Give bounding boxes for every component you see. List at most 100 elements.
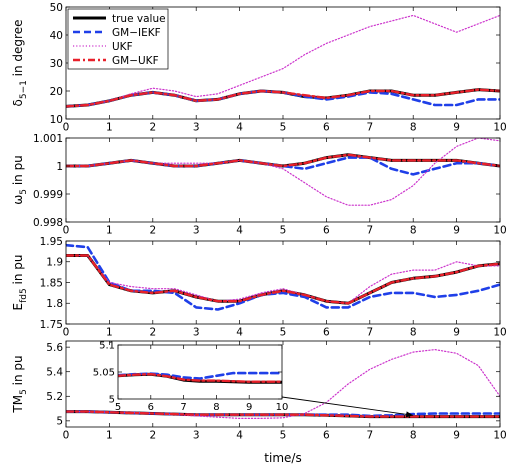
x-tick-label: 6 [323, 327, 330, 339]
x-tick-label: 3 [193, 225, 200, 237]
x-axis-label: time/s [264, 451, 301, 465]
inset-x-tick-label: 7 [180, 402, 186, 413]
x-tick-label: 10 [493, 430, 506, 442]
y-tick-label: 10 [50, 114, 63, 126]
x-tick-label: 3 [193, 327, 200, 339]
x-tick-label: 4 [236, 225, 243, 237]
series-line-ukf [66, 254, 500, 304]
inset-x-tick-label: 10 [276, 402, 289, 413]
x-tick-label: 1 [106, 430, 113, 442]
y-axis-label-main: ω [11, 195, 25, 205]
x-tick-label: 2 [149, 122, 156, 134]
inset-x-tick-label: 6 [148, 402, 154, 413]
inset-y-tick-label: 5.1 [99, 341, 115, 352]
y-axis-label-unit: in pu [11, 255, 25, 289]
y-tick-label: 30 [50, 58, 63, 70]
x-tick-label: 6 [323, 225, 330, 237]
x-tick-label: 5 [280, 225, 287, 237]
x-tick-label: 3 [193, 430, 200, 442]
y-tick-label: 0.999 [33, 189, 63, 201]
y-tick-label: 20 [50, 86, 63, 98]
x-tick-label: 10 [493, 122, 506, 134]
series-group [66, 138, 500, 206]
legend-entry: UKF [112, 41, 133, 53]
legend-entry: GM−IEKF [112, 27, 161, 39]
y-axis-label-subscript: fd5 [19, 288, 29, 303]
x-tick-label: 9 [453, 225, 460, 237]
series-group [66, 243, 500, 311]
y-tick-label: 5.4 [46, 366, 63, 378]
series-line-gm-ukf [66, 153, 500, 168]
legend-entry: true value [112, 13, 166, 25]
x-tick-label: 6 [323, 122, 330, 134]
y-axis-label: Efd5 in pu [11, 255, 29, 311]
x-tick-label: 8 [410, 430, 417, 442]
x-tick-label: 6 [323, 430, 330, 442]
x-tick-label: 5 [280, 327, 287, 339]
series-line-ukf [66, 349, 500, 419]
x-tick-label: 10 [493, 327, 506, 339]
x-tick-label: 9 [453, 327, 460, 339]
inset-x-tick-label: 8 [213, 402, 219, 413]
y-axis-label-subscript: 5−1 [19, 80, 29, 99]
zoom-arrow-line [281, 396, 414, 416]
y-tick-label: 5.2 [46, 391, 63, 403]
plot-area [66, 138, 500, 222]
chart-panel-1: 0 1 2 3 4 5 6 7 8 9 10 10 20 30 40 50 δ5−1 in degree true… [11, 2, 507, 134]
y-tick-label: 1.001 [33, 133, 63, 145]
x-tick-label: 3 [193, 122, 200, 134]
y-axis-label-unit: in pu [11, 155, 25, 189]
y-tick-label: 1 [56, 161, 63, 173]
series-line-ukf [66, 14, 500, 108]
x-tick-label: 9 [453, 122, 460, 134]
x-tick-label: 8 [410, 225, 417, 237]
x-tick-label: 4 [236, 122, 243, 134]
y-tick-label: 1.95 [40, 236, 63, 248]
legend-entry: GM−UKF [112, 55, 159, 67]
plot-area [66, 241, 500, 324]
x-tick-label: 7 [366, 122, 373, 134]
x-tick-label: 2 [149, 430, 156, 442]
y-axis-label-unit: in degree [11, 20, 25, 81]
inset-background [118, 345, 282, 399]
x-tick-label: 4 [236, 327, 243, 339]
inset-x-tick-label: 5 [115, 402, 121, 413]
x-tick-label: 9 [453, 430, 460, 442]
y-axis-label-main: TM [11, 395, 25, 414]
x-tick-label: 7 [366, 225, 373, 237]
y-axis-label: TM5 in pu [11, 355, 29, 413]
x-tick-label: 10 [493, 225, 506, 237]
y-axis-label-subscript: 5 [19, 389, 29, 395]
y-axis-label: ω5 in pu [11, 155, 29, 205]
chart-panel-3: 0 1 2 3 4 5 6 7 8 9 10 1.75 1.8 1.85 1.9 1.95 Efd5 in pu [11, 236, 507, 339]
y-axis-label-main: δ [11, 99, 25, 106]
y-tick-label: 1.75 [40, 319, 63, 331]
series-line-ukf [66, 138, 500, 206]
y-tick-label: 50 [50, 2, 63, 14]
x-tick-label: 2 [149, 327, 156, 339]
x-tick-label: 8 [410, 327, 417, 339]
series-group [66, 14, 500, 108]
y-axis-label-main: E [11, 303, 25, 311]
series-line-gm-ukf [66, 88, 500, 108]
y-tick-label: 1.8 [46, 298, 63, 310]
inset-chart: 5 6 7 8 9 10 5 5.05 5.1 [93, 341, 289, 413]
x-tick-label: 7 [366, 430, 373, 442]
x-tick-label: 0 [63, 430, 70, 442]
x-tick-label: 2 [149, 225, 156, 237]
y-tick-label: 5.6 [46, 342, 63, 354]
series-line-gm-ukf [66, 410, 500, 418]
y-axis-label-unit: in pu [11, 355, 25, 389]
x-tick-label: 5 [280, 122, 287, 134]
series-line-gm-ukf [66, 254, 500, 305]
inset-x-tick-label: 9 [246, 402, 252, 413]
y-tick-label: 1.9 [46, 257, 63, 269]
inset-series-group [118, 371, 282, 384]
x-tick-label: 0 [63, 225, 70, 237]
y-axis-label-subscript: 5 [19, 189, 29, 195]
x-tick-label: 0 [63, 122, 70, 134]
inset-y-tick-label: 5.05 [93, 368, 115, 379]
